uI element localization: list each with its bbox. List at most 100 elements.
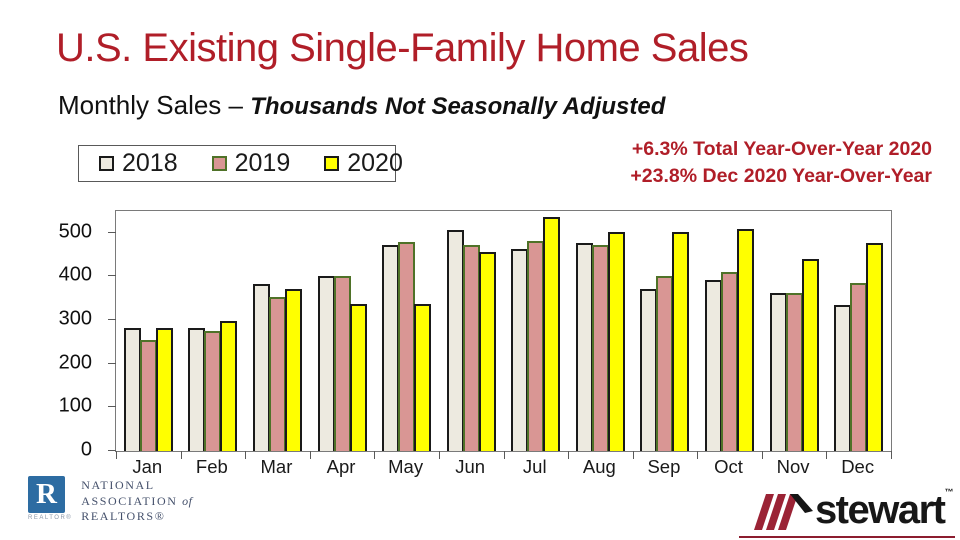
bar-group-aug: [568, 211, 633, 451]
y-axis-tick: [108, 319, 116, 321]
x-label-sep: Sep: [647, 456, 681, 477]
x-label-apr: Apr: [326, 456, 356, 477]
y-axis-tick: [108, 450, 116, 451]
bar-group-jul: [503, 211, 568, 451]
x-axis-tick: [761, 451, 763, 459]
nar-logo: R REALTOR® NATIONAL ASSOCIATION of REALT…: [28, 476, 192, 525]
y-label-100: 100: [58, 394, 92, 417]
nar-badge-caption: REALTOR®: [28, 515, 73, 521]
x-label-jun: Jun: [455, 456, 486, 477]
y-label-300: 300: [58, 307, 92, 330]
y-axis-tick: [108, 362, 116, 364]
subtitle-prefix: Monthly Sales –: [58, 90, 251, 120]
chart-plot: [108, 210, 892, 459]
bar-group-oct: [697, 211, 762, 451]
x-axis-tick: [374, 451, 376, 459]
x-axis-tick: [245, 451, 247, 459]
bar-2018-may: [382, 245, 400, 451]
x-axis-tick: [116, 451, 117, 459]
x-axis-tick: [180, 451, 182, 459]
bar-2019-dec: [850, 283, 868, 451]
y-axis-tick: [108, 231, 116, 233]
bar-2020-jun: [478, 251, 496, 451]
x-axis-tick: [309, 451, 311, 459]
bar-2020-mar: [284, 289, 302, 451]
bar-2020-sep: [672, 231, 690, 451]
x-label-mar: Mar: [260, 456, 293, 477]
legend-label-2018: 2018: [122, 149, 178, 177]
legend-label-2019: 2019: [234, 149, 291, 177]
yoy-total-annotation: +6.3% Total Year-Over-Year 2020: [631, 138, 932, 160]
bar-2019-apr: [333, 275, 351, 451]
x-label-jan: Jan: [132, 456, 163, 477]
bar-2018-sep: [640, 289, 658, 451]
x-axis-tick: [697, 451, 699, 459]
bar-group-may: [374, 211, 439, 451]
x-label-jul: Jul: [522, 456, 547, 477]
bar-2018-jun: [446, 230, 464, 451]
nar-line-national: NATIONAL: [81, 478, 155, 492]
bar-group-jan: [116, 211, 181, 451]
y-label-200: 200: [58, 351, 92, 374]
bar-2020-apr: [349, 303, 367, 451]
bar-group-sep: [633, 211, 698, 451]
bar-2019-mar: [268, 297, 286, 451]
nar-wordmark: NATIONAL ASSOCIATION of REALTORS®: [81, 476, 192, 525]
x-label-aug: Aug: [582, 456, 616, 477]
bar-2020-nov: [801, 259, 819, 451]
bar-group-feb: [181, 211, 246, 451]
x-axis-labels: Jan Feb Mar Apr May Jun Jul Aug Sep Oct Nov Dec: [115, 456, 890, 478]
nar-of-text: of: [182, 493, 193, 508]
stewart-underline: [739, 536, 955, 538]
legend-label-2020: 2020: [347, 149, 403, 177]
bar-2019-jun: [462, 245, 480, 451]
page-title: U.S. Existing Single-Family Home Sales: [56, 26, 749, 70]
x-label-nov: Nov: [776, 456, 810, 477]
bar-2020-dec: [866, 243, 884, 451]
stewart-stripes-icon: [753, 494, 813, 530]
legend-item-2020: 2020: [324, 149, 403, 178]
bar-2019-nov: [785, 293, 803, 451]
bar-group-dec: [826, 211, 891, 451]
y-label-500: 500: [58, 220, 92, 243]
y-label-400: 400: [58, 263, 92, 286]
x-axis-tick: [438, 451, 440, 459]
bar-group-apr: [310, 211, 375, 451]
x-axis-tick: [891, 451, 892, 459]
bar-2018-jan: [123, 328, 141, 451]
bar-group-jun: [439, 211, 504, 451]
y-axis-tick: [108, 406, 116, 408]
y-axis-tick: [108, 275, 116, 277]
bar-group-mar: [245, 211, 310, 451]
bar-2018-apr: [317, 276, 335, 451]
stewart-wordmark: stewart™: [814, 487, 954, 532]
nar-line-realtors: REALTORS®: [81, 509, 166, 524]
y-label-0: 0: [80, 438, 92, 461]
bar-2020-jan: [155, 327, 173, 451]
bar-2018-aug: [575, 243, 593, 451]
stewart-tm-mark: ™: [944, 487, 954, 497]
bar-2018-feb: [188, 327, 206, 451]
legend-swatch-2018: [99, 156, 114, 171]
subtitle-italic: Thousands Not Seasonally Adjusted: [250, 93, 666, 120]
x-label-feb: Feb: [195, 456, 228, 477]
chart-legend: 2018 2019 2020: [78, 145, 403, 182]
bar-2020-aug: [607, 232, 625, 451]
x-label-dec: Dec: [841, 456, 875, 477]
bar-group-nov: [762, 211, 827, 451]
bar-2018-mar: [252, 284, 270, 451]
yoy-dec-annotation: +23.8% Dec 2020 Year-Over-Year: [630, 165, 932, 188]
bar-2019-aug: [591, 245, 609, 451]
bar-2018-jul: [511, 248, 529, 451]
chart-subtitle: Monthly Sales – Thousands Not Seasonally…: [58, 90, 665, 121]
bar-2018-nov: [769, 293, 787, 451]
x-label-may: May: [388, 456, 424, 477]
x-label-oct: Oct: [714, 456, 743, 477]
bar-2020-feb: [220, 320, 238, 451]
bar-2018-oct: [704, 279, 722, 451]
legend-item-2019: 2019: [211, 149, 291, 178]
x-axis-tick: [632, 451, 634, 459]
bar-2019-jan: [139, 340, 157, 451]
bar-2019-may: [398, 241, 416, 451]
